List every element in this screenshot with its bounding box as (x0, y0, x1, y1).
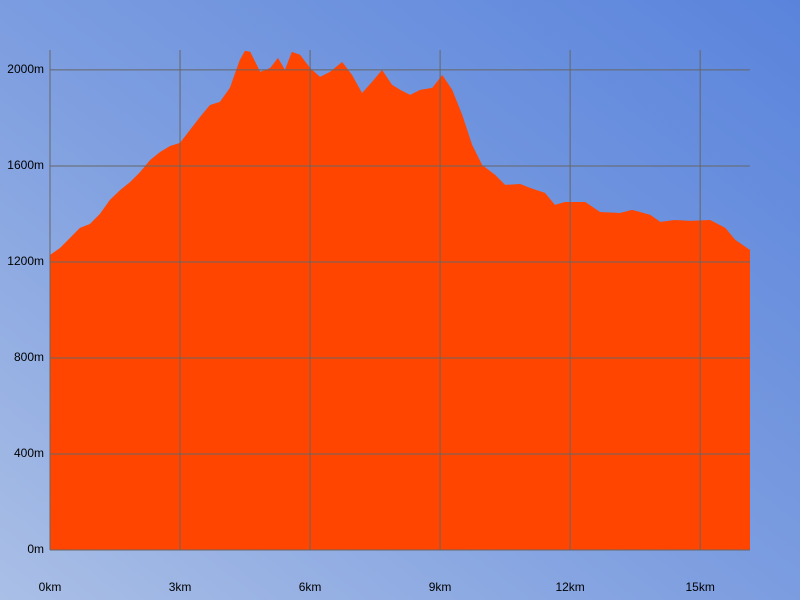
x-tick-label: 0km (39, 580, 62, 594)
y-tick-label: 2000m (7, 62, 44, 76)
x-tick-label: 12km (555, 580, 584, 594)
x-tick-label: 6km (299, 580, 322, 594)
elevation-area (50, 50, 750, 550)
y-tick-label: 1600m (7, 158, 44, 172)
y-tick-label: 1200m (7, 254, 44, 268)
y-tick-label: 800m (14, 350, 44, 364)
y-tick-label: 0m (27, 542, 44, 556)
y-tick-label: 400m (14, 446, 44, 460)
x-tick-label: 9km (429, 580, 452, 594)
x-tick-label: 15km (685, 580, 714, 594)
x-tick-label: 3km (169, 580, 192, 594)
